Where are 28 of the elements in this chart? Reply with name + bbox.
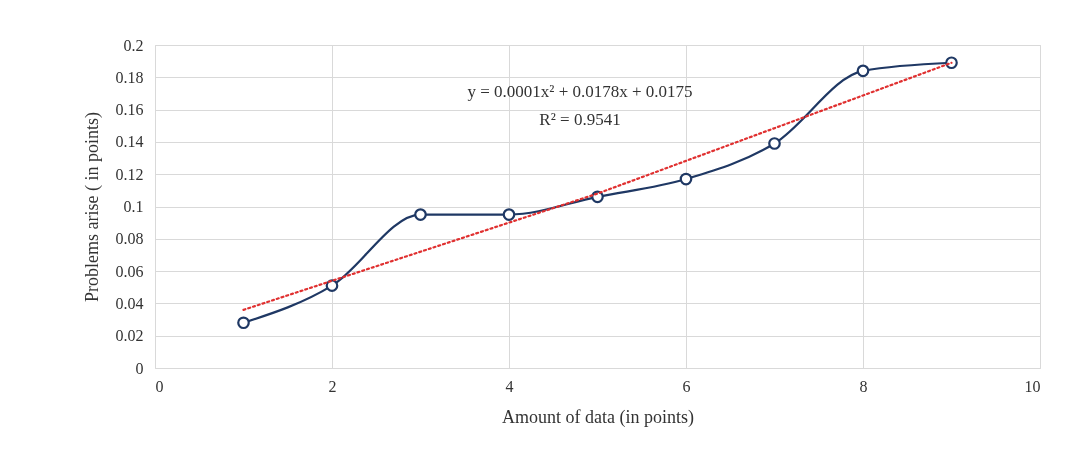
y-tick-label: 0.16 — [115, 101, 144, 119]
x-axis-title: Amount of data (in points) — [502, 406, 694, 428]
x-tick-label: 4 — [505, 377, 514, 395]
point — [768, 137, 781, 150]
annotation: y = 0.0001x² + 0.0178x + 0.0175 — [467, 82, 693, 101]
y-tick-label: 0.2 — [123, 36, 144, 54]
y-tick-label: 0.12 — [115, 165, 144, 183]
y-tick-label: 0 — [135, 359, 144, 377]
y-tick-label: 0.08 — [115, 230, 144, 248]
x-tick-label: 0 — [155, 377, 164, 395]
point — [414, 208, 427, 221]
point — [237, 316, 250, 330]
y-axis-title: Problems arise ( in points) — [81, 112, 103, 302]
y-tick-label: 0.04 — [115, 294, 144, 312]
x-tick-label: 2 — [328, 377, 337, 395]
y-tick-label: 0.14 — [115, 133, 144, 151]
y-tick-label: 0.1 — [123, 198, 144, 215]
point — [502, 208, 516, 221]
point — [679, 172, 693, 186]
x-tick-label: 10 — [1024, 377, 1041, 395]
y-tick-label: 0.02 — [115, 327, 144, 345]
annotation: R² = 0.9541 — [539, 110, 621, 129]
point — [325, 279, 339, 292]
y-tick-label: 0.18 — [115, 68, 144, 86]
x-tick-label: 8 — [859, 377, 868, 395]
x-tick-label: 6 — [682, 377, 691, 395]
y-tick-label: 0.06 — [115, 262, 144, 280]
point — [856, 64, 870, 78]
